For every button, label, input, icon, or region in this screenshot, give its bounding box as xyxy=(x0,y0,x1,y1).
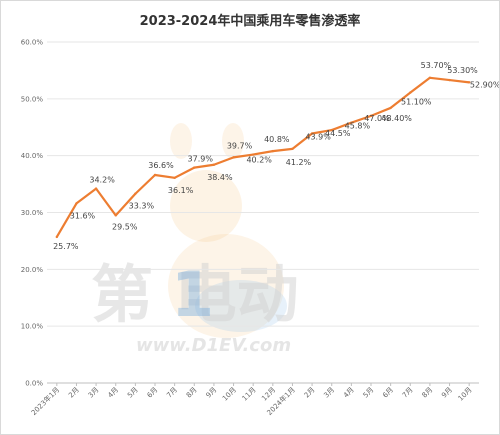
data-labels: 25.7% 31.6% 34.2% 29.5% 33.3% 36.6% 36.1% 37.9%… xyxy=(53,61,499,251)
x-tick-label: 2023年1月 xyxy=(29,385,61,417)
data-label: 40.8% xyxy=(264,135,290,144)
data-point xyxy=(428,76,432,80)
data-point xyxy=(212,163,216,166)
data-label: 38.4% xyxy=(207,173,233,182)
data-point xyxy=(369,114,373,118)
chart-title: 2023-2024年中国乘用车零售渗透率 xyxy=(139,14,361,29)
x-tick-label: 3月 xyxy=(87,386,101,400)
x-tick-label: 3月 xyxy=(322,386,336,400)
data-label: 36.6% xyxy=(148,161,174,170)
mascot-antler-right xyxy=(222,123,244,159)
data-point xyxy=(55,235,59,239)
x-tick-label: 10月 xyxy=(221,386,238,403)
data-label: 25.7% xyxy=(53,242,79,251)
data-label: 48.40% xyxy=(381,114,412,123)
data-point xyxy=(114,214,117,217)
data-label: 36.1% xyxy=(168,186,194,195)
x-tick-label: 9月 xyxy=(205,386,219,400)
data-label: 44.5% xyxy=(325,129,351,138)
x-tick-label: 5月 xyxy=(362,386,376,400)
data-point xyxy=(251,153,255,156)
data-label: 43.9% xyxy=(305,133,331,142)
mascot-head-shape xyxy=(170,170,242,242)
mascot-body-shape xyxy=(168,234,284,338)
x-tick-label: 7月 xyxy=(165,386,179,400)
y-axis-tick-labels: 0.0% 10.0% 20.0% 30.0% 40.0% 50.0% 60.0% xyxy=(21,39,44,388)
data-point xyxy=(75,202,78,205)
x-tick-label: 6月 xyxy=(381,386,395,400)
data-point xyxy=(409,91,412,94)
series-line-group xyxy=(55,76,471,239)
y-tick-label: 30.0% xyxy=(21,209,44,217)
x-tick-label: 4月 xyxy=(106,386,120,400)
data-point xyxy=(389,106,392,110)
y-tick-label: 60.0% xyxy=(21,39,44,47)
data-label: 34.2% xyxy=(89,176,115,185)
data-point xyxy=(448,78,451,82)
data-label: 33.3% xyxy=(129,202,155,211)
mascot-antler-left xyxy=(170,123,192,159)
data-point xyxy=(467,81,471,84)
data-point xyxy=(94,187,98,190)
data-point xyxy=(330,128,333,132)
x-tick-label: 6月 xyxy=(146,386,160,400)
x-tick-label: 9月 xyxy=(440,386,454,400)
data-point xyxy=(310,132,314,135)
y-tick-label: 20.0% xyxy=(21,266,44,274)
data-label: 37.9% xyxy=(188,155,214,164)
data-label: 31.6% xyxy=(70,211,96,220)
watermark: 第 电动 1 www.D1EV.com xyxy=(91,123,299,356)
data-label: 52.90% xyxy=(470,80,499,89)
data-label: 51.10% xyxy=(401,98,432,107)
data-label: 53.30% xyxy=(447,66,478,75)
data-point xyxy=(193,166,196,169)
x-tick-label: 11月 xyxy=(241,386,258,403)
x-tick-label: 8月 xyxy=(421,386,435,400)
watermark-url-text: www.D1EV.com xyxy=(136,335,291,356)
y-tick-label: 50.0% xyxy=(21,95,44,103)
x-tick-label: 8月 xyxy=(185,386,199,400)
data-point xyxy=(232,156,235,159)
x-tick-label: 5月 xyxy=(126,386,140,400)
data-label: 29.5% xyxy=(112,222,138,231)
data-point xyxy=(271,149,275,153)
data-label: 40.2% xyxy=(246,156,272,165)
data-label: 47.0% xyxy=(364,114,390,123)
gridlines xyxy=(47,41,479,384)
y-tick-label: 40.0% xyxy=(21,152,44,160)
data-label: 41.2% xyxy=(286,158,312,167)
data-point xyxy=(153,173,157,177)
data-label: 39.7% xyxy=(227,141,253,150)
x-tick-label: 12月 xyxy=(260,386,277,403)
x-tick-label: 7月 xyxy=(401,386,415,400)
data-point xyxy=(173,176,176,180)
x-tick-label: 2月 xyxy=(67,386,81,400)
series-line xyxy=(55,76,470,238)
y-tick-label: 10.0% xyxy=(21,323,44,331)
data-label: 45.8% xyxy=(345,122,371,131)
mascot-shirt-shape xyxy=(195,280,287,332)
data-point xyxy=(134,192,137,195)
x-tick-label: 4月 xyxy=(342,386,356,400)
y-tick-label: 0.0% xyxy=(25,380,43,388)
watermark-brand-text: 第 电动 xyxy=(91,258,299,331)
x-tick-label: 2月 xyxy=(303,386,317,400)
watermark-number-glyph: 1 xyxy=(171,258,214,331)
x-tick-label: 10月 xyxy=(457,386,474,403)
data-label: 53.70% xyxy=(421,61,452,70)
data-point xyxy=(350,121,353,124)
data-point xyxy=(291,147,294,151)
